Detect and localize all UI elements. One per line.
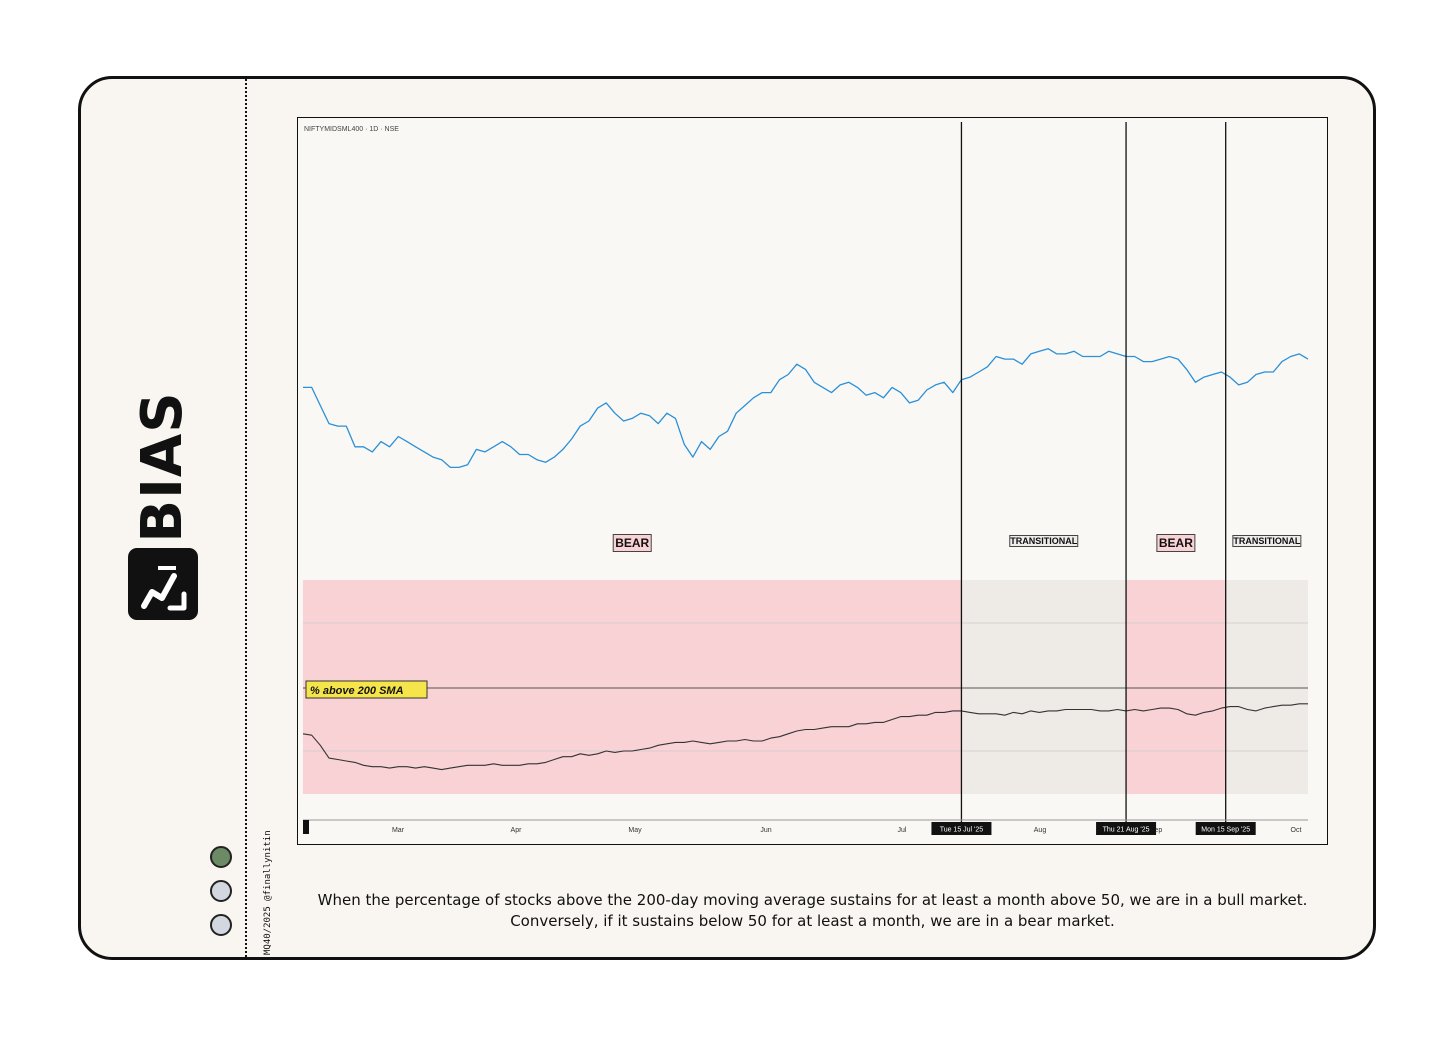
x-tick-label: Apr xyxy=(511,827,523,834)
annotation-box xyxy=(305,680,428,699)
regime-label-box xyxy=(612,534,652,552)
brand-wordmark: BIAS xyxy=(130,391,195,543)
chart-caption: When the percentage of stocks above the … xyxy=(317,891,1308,930)
status-dot-green xyxy=(210,846,232,868)
date-marker-badge xyxy=(1195,822,1256,835)
regime-label: BEAR xyxy=(1159,536,1193,550)
regime-label: TRANSITIONAL xyxy=(1233,536,1300,546)
bias-logo-icon xyxy=(128,548,198,620)
status-dot-grey xyxy=(210,880,232,902)
series-line-price xyxy=(303,348,1309,469)
x-tick-label: Jul xyxy=(898,827,907,834)
x-tick-label: May xyxy=(628,827,642,834)
status-dot-grey-2 xyxy=(210,914,232,936)
date-marker-badge xyxy=(931,822,992,835)
regime-label: BEAR xyxy=(615,536,649,550)
credit-text: MQ40/2025 @finallynitin xyxy=(263,830,273,955)
date-marker-label: Mon 15 Sep '25 xyxy=(1201,827,1250,834)
regime-label: TRANSITIONAL xyxy=(1010,536,1077,546)
date-marker-badge xyxy=(1096,822,1157,835)
chart-panel: BEAR TRANSITIONAL BEAR TRANSITIONAL % above … xyxy=(297,117,1328,845)
x-tick-label: Mar xyxy=(392,827,405,834)
axis-start-marker xyxy=(303,820,309,834)
regime-label-box xyxy=(1156,534,1196,552)
date-marker-label: Thu 21 Aug '25 xyxy=(1103,827,1150,834)
regime-band xyxy=(961,580,1127,794)
date-marker-label: Tue 15 Jul '25 xyxy=(940,827,984,834)
divider-dotted xyxy=(245,79,247,957)
x-tick-label: Jun xyxy=(760,827,771,834)
regime-label-box xyxy=(1232,535,1302,547)
annotation-label: % above 200 SMA xyxy=(310,685,404,697)
series-line-breadth xyxy=(302,703,1308,771)
chart-svg: BEAR TRANSITIONAL BEAR TRANSITIONAL % above … xyxy=(302,122,1309,835)
regime-band xyxy=(1126,580,1226,794)
brand-block: BIAS xyxy=(128,391,198,620)
x-tick-label: Aug xyxy=(1034,827,1047,834)
regime-label-box xyxy=(1009,535,1079,547)
x-tick-label: Oct xyxy=(1291,827,1302,834)
chart-title: NIFTYMIDSML400 · 1D · NSE xyxy=(304,126,399,133)
regime-band xyxy=(1225,580,1308,794)
